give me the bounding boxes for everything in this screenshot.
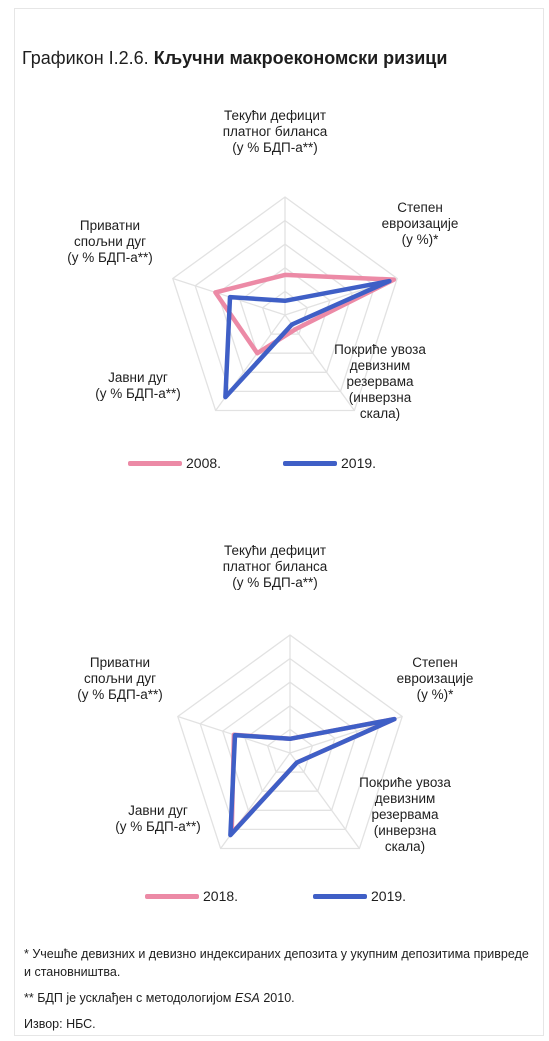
- radar-chart-2-svg: [177, 634, 403, 850]
- series-line-2019: [223, 278, 392, 400]
- legend-item: 2018.: [145, 888, 238, 904]
- legend-label: 2019.: [371, 888, 407, 904]
- legend-item: 2008.: [128, 455, 221, 471]
- grid-ring: [199, 657, 381, 831]
- axis-label: Степен евроизације (у %)*: [381, 200, 459, 247]
- legend-label: 2018.: [203, 888, 239, 904]
- footnote-gdp-text: ** БДП је усклађен с методологијом: [24, 991, 235, 1005]
- series-line-2019: [228, 716, 397, 838]
- footnote-source: Извор: НБС.: [24, 1017, 96, 1031]
- footnote-gdp-year: 2010.: [259, 991, 295, 1005]
- axis-label: Јавни дуг (у % БДП-а**): [115, 803, 201, 834]
- figure-number: Графикон I.2.6.: [22, 48, 149, 68]
- grid-ring: [194, 219, 376, 393]
- radar-chart-1-svg: [172, 196, 398, 412]
- axis-label: Степен евроизације (у %)*: [396, 655, 474, 702]
- radar-chart-2: Текући дефицит платног биланса (у % БДП-…: [0, 535, 549, 955]
- axis-label: Покриће увоза девизним резервама (инверз…: [334, 342, 426, 421]
- axis-label: Покриће увоза девизним резервама (инверз…: [359, 775, 451, 854]
- grid-spoke: [289, 752, 360, 849]
- legend-item: 2019.: [313, 888, 406, 904]
- axis-label: Текући дефицит платног биланса (у % БДП-…: [222, 108, 328, 155]
- legend-swatch: [145, 893, 199, 899]
- footnotes: * Учешће девизних и девизно индексираних…: [24, 945, 529, 1041]
- grid-ring: [221, 681, 359, 811]
- legend-swatch: [283, 460, 337, 466]
- axis-label: Јавни дуг (у % БДП-а**): [95, 370, 181, 401]
- legend-swatch: [313, 893, 367, 899]
- axis-label: Текући дефицит платног биланса (у % БДП-…: [222, 543, 328, 590]
- footnote-euroization: * Учешће девизних и девизно индексираних…: [24, 947, 529, 979]
- legend-item: 2019.: [283, 455, 376, 471]
- legend-swatch: [128, 460, 182, 466]
- legend-label: 2019.: [341, 455, 377, 471]
- legend-label: 2008.: [186, 455, 222, 471]
- footnote-gdp: ** БДП је усклађен с методологијом ESA 2…: [24, 989, 529, 1007]
- grid-ring: [177, 634, 403, 850]
- radar-chart-1: Текући дефицит платног биланса (у % БДП-…: [0, 100, 549, 520]
- grid-ring: [172, 196, 398, 412]
- grid-ring: [216, 243, 354, 373]
- figure-heading: Кључни макроекономски ризици: [153, 48, 448, 68]
- figure-title: Графикон I.2.6. Кључни макроекономски ри…: [22, 48, 447, 69]
- footnote-gdp-esa: ESA: [234, 991, 260, 1005]
- axis-label: Приватни спољни дуг (у % БДП-а**): [67, 218, 153, 265]
- figure-frame: [14, 8, 544, 1036]
- axis-label: Приватни спољни дуг (у % БДП-а**): [77, 655, 163, 702]
